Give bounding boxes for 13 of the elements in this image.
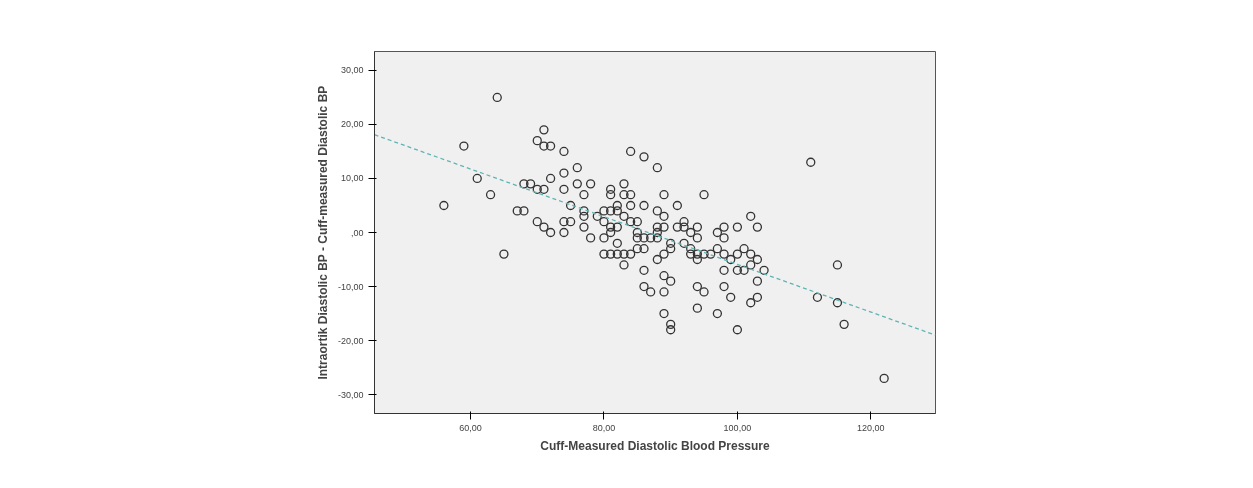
y-axis-title: Intraortik Diastolic BP - Cuff-measured Diastolic BP xyxy=(315,85,330,380)
y-tick-label: -20,00 xyxy=(337,335,364,346)
y-tick-label: 10,00 xyxy=(340,173,364,184)
y-tick-label: 20,00 xyxy=(340,119,364,130)
x-tick-label: 80,00 xyxy=(592,422,616,433)
y-tick-label: -10,00 xyxy=(337,281,364,292)
y-tick-label: 30,00 xyxy=(340,65,364,76)
x-axis-title: Cuff-Measured Diastolic Blood Pressure xyxy=(540,438,771,453)
y-tick-label: -30,00 xyxy=(337,389,364,400)
y-tick-label: ,00 xyxy=(350,227,364,238)
x-tick-label: 60,00 xyxy=(459,422,482,433)
x-tick-label: 100,00 xyxy=(723,422,752,433)
x-tick-label: 120,00 xyxy=(857,422,885,433)
